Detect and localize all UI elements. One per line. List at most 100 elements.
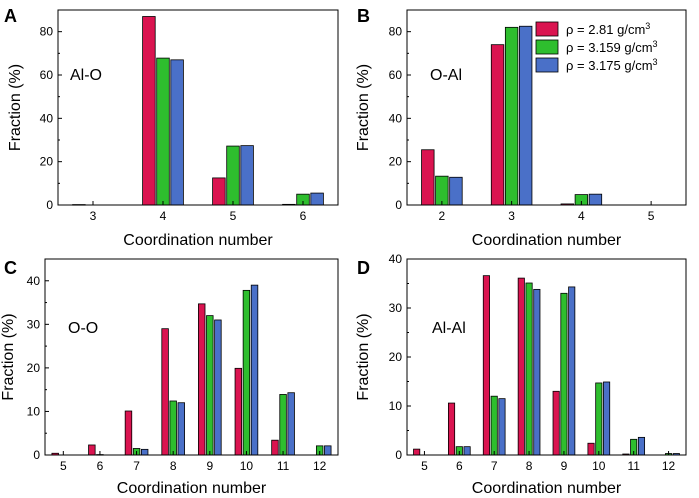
plot-frame: [57, 9, 339, 206]
x-tick-label: 3: [90, 209, 97, 223]
bar-d-s2-7: [498, 398, 506, 456]
panel-d: 0 10 20 30 40 5 6 7 8 9 10 11 12 Coordination number F…: [355, 252, 687, 497]
x-tick-label: 11: [627, 459, 640, 473]
x-tick-label: 12: [662, 459, 676, 473]
x-axis-label: Coordination number: [123, 232, 273, 249]
legend-swatch-0: [535, 21, 559, 37]
legend-sup-0: 3: [645, 21, 650, 31]
x-tick-label: 6: [456, 459, 463, 473]
bar-c-s2-7: [140, 448, 149, 456]
bar-a-s1-4: [156, 57, 170, 206]
bar-c-s0-11: [271, 439, 279, 456]
y-tick-label: 0: [395, 198, 402, 212]
plot-frame: [406, 9, 687, 206]
bar-c-s1-11: [279, 394, 287, 456]
legend-swatch-2: [535, 57, 559, 73]
bar-a-s2-6: [310, 192, 324, 206]
y-tick-label: 10: [389, 399, 403, 413]
y-tick-label: 30: [27, 317, 41, 331]
x-tick-label: 11: [277, 459, 290, 473]
panel-annotation: Al-O: [70, 67, 102, 84]
bar-c-s2-11: [287, 392, 295, 456]
y-tick-label: 20: [389, 350, 403, 364]
x-tick-label: 9: [561, 459, 568, 473]
x-tick-label: 8: [170, 459, 177, 473]
y-tick-label: 40: [40, 111, 54, 125]
x-tick-label: 7: [133, 459, 140, 473]
legend-sup-1: 3: [653, 39, 658, 49]
panel-c: 0 10 20 30 40 5 6 7 8 9 10 11 12 Coordination number F…: [0, 258, 339, 497]
bar-b-s2-4: [588, 193, 603, 206]
y-tick-label: 0: [46, 198, 53, 212]
panel-annotation: Al-Al: [432, 320, 466, 337]
legend-sup-2: 3: [653, 57, 658, 67]
y-tick-label: 60: [389, 68, 403, 82]
bar-c-s1-8: [169, 400, 177, 456]
panel-letter: A: [4, 6, 17, 26]
y-tick-label: 30: [389, 301, 403, 315]
y-tick-label: 40: [389, 111, 403, 125]
x-tick-label: 2: [439, 209, 446, 223]
bar-d-s0-9: [552, 390, 560, 456]
y-axis-label: Fraction (%): [7, 64, 24, 151]
bar-c-s2-8: [177, 402, 185, 456]
x-tick-label: 5: [648, 209, 655, 223]
bar-d-s0-8: [517, 277, 525, 456]
x-tick-label: 4: [160, 209, 167, 223]
bar-b-s2-2: [449, 176, 463, 206]
bar-a-s2-5: [240, 145, 254, 206]
x-tick-label: 6: [97, 459, 104, 473]
panel-letter: D: [357, 258, 370, 278]
y-tick-label: 40: [27, 274, 41, 288]
bar-c-s0-6: [88, 444, 96, 456]
bar-d-s2-10: [603, 381, 611, 456]
panel-letter: C: [4, 258, 17, 278]
x-tick-label: 8: [526, 459, 533, 473]
y-tick-label: 10: [27, 404, 41, 418]
y-tick-label: 40: [389, 252, 403, 266]
bar-b-s2-3: [519, 25, 533, 206]
y-tick-label: 0: [395, 448, 402, 462]
bar-d-s1-9: [560, 292, 568, 456]
panel-letter: B: [357, 6, 370, 26]
y-axis-label: Fraction (%): [0, 313, 17, 400]
bar-d-s2-11: [637, 436, 646, 456]
bar-b-s0-2: [421, 149, 435, 206]
x-tick-label: 5: [421, 459, 428, 473]
bar-c-s0-8: [161, 328, 169, 456]
x-axis-label: Coordination number: [117, 480, 267, 497]
x-axis-label: Coordination number: [472, 232, 622, 249]
x-tick-label: 10: [240, 459, 254, 473]
bar-c-s0-7: [124, 410, 133, 456]
y-tick-label: 60: [40, 68, 54, 82]
bar-d-s1-7: [490, 395, 498, 456]
y-axis-label: Fraction (%): [355, 64, 372, 151]
x-tick-label: 10: [592, 459, 606, 473]
y-tick-label: 20: [389, 155, 403, 169]
y-tick-label: 80: [40, 25, 54, 39]
legend-label-1: ρ = 3.159 g/cm3: [566, 39, 658, 55]
x-tick-label: 7: [491, 459, 498, 473]
bar-d-s0-6: [447, 402, 456, 456]
bar-c-s0-10: [234, 367, 243, 456]
bar-a-s0-5: [212, 177, 226, 206]
bar-d-s0-7: [482, 275, 490, 456]
y-axis-label: Fraction (%): [355, 313, 372, 400]
bar-b-s1-2: [435, 175, 449, 206]
bar-c-s0-9: [198, 303, 206, 456]
legend-swatch-1: [535, 39, 559, 55]
bar-d-s2-9: [568, 286, 576, 456]
panel-annotation: O-Al: [430, 67, 462, 84]
bar-d-s2-8: [533, 288, 541, 456]
bar-a-s0-4: [142, 16, 156, 206]
bar-a-s1-5: [226, 145, 240, 206]
bar-c-s1-10: [242, 289, 251, 456]
plot-frame: [44, 258, 339, 456]
bar-a-s2-4: [170, 59, 184, 206]
panel-b: 0 20 40 60 80 2 3 4 5 Coordination number Fraction…: [355, 6, 687, 249]
bar-d-s1-10: [595, 382, 603, 456]
legend: ρ = 2.81 g/cm3 ρ = 3.159 g/cm3 ρ = 3.175…: [535, 21, 658, 73]
